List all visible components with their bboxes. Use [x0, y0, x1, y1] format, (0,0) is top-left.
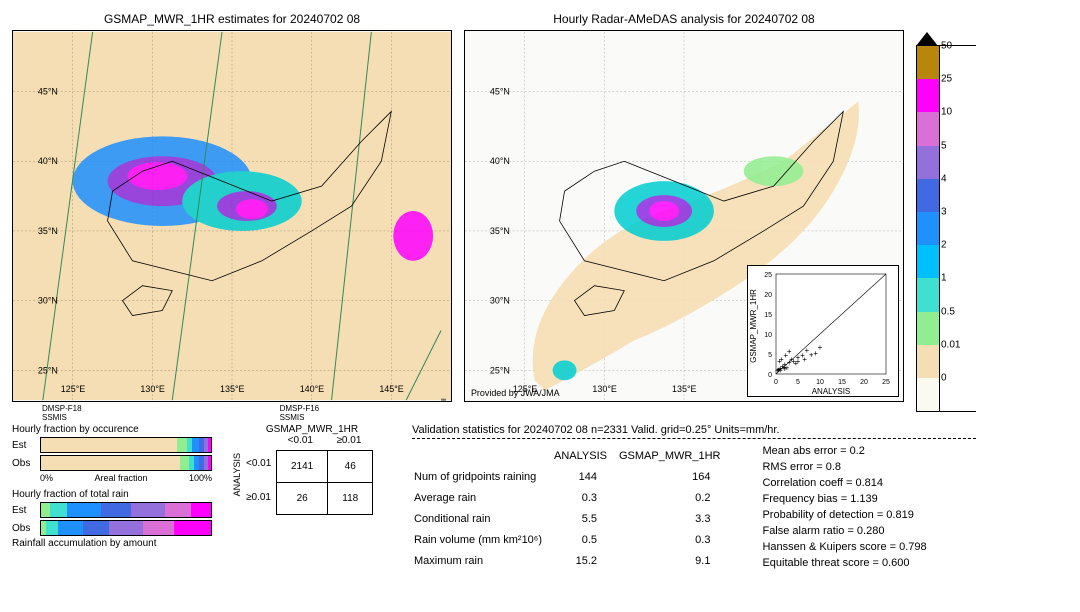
gsmap-map-panel: GSMAP_MWR_1HR estimates for 20240702 08 [12, 12, 452, 412]
svg-text:+: + [802, 355, 807, 364]
svg-text:ANALYSIS: ANALYSIS [812, 387, 851, 396]
contingency-panel: GSMAP_MWR_1HR ANALYSIS <0.01 ≥0.01 <0.01… [232, 424, 392, 573]
svg-text:25°N: 25°N [490, 365, 510, 375]
svg-text:35°N: 35°N [490, 226, 510, 236]
validation-table: ANALYSIS GSMAP_MWR_1HR Num of gridpoints… [412, 445, 732, 573]
svg-text:+: + [782, 365, 787, 374]
svg-text:35°N: 35°N [38, 226, 58, 236]
gsmap-map: 25°N 30°N 35°N 40°N 45°N 125°E 130°E 135°E 140°… [12, 30, 452, 402]
svg-text:10: 10 [816, 379, 824, 386]
svg-text:+: + [787, 347, 792, 356]
svg-text:25°N: 25°N [38, 365, 58, 375]
validation-panel: Validation statistics for 20240702 08 n=… [412, 424, 976, 573]
radar-map: 25°N30°N35°N40°N45°N 125°E130°E135°E Pro… [464, 30, 904, 402]
radar-map-panel: Hourly Radar-AMeDAS analysis for 2024070… [464, 12, 904, 412]
svg-text:GPM-Core GMI: GPM-Core GMI [441, 398, 448, 401]
validation-title: Validation statistics for 20240702 08 n=… [412, 424, 976, 439]
scatter-inset: ++++++++++++++++++++++++++ 0510152025 05… [747, 265, 899, 397]
svg-text:135°E: 135°E [220, 384, 244, 394]
svg-text:145°E: 145°E [379, 384, 403, 394]
colorbar: 502510543210.50.010 [916, 32, 976, 412]
gsmap-map-title: GSMAP_MWR_1HR estimates for 20240702 08 [12, 12, 452, 26]
svg-text:135°E: 135°E [672, 384, 696, 394]
svg-text:+: + [818, 343, 823, 352]
svg-text:Provided by JWA/JMA: Provided by JWA/JMA [471, 388, 560, 398]
svg-text:20: 20 [764, 292, 772, 299]
svg-text:15: 15 [764, 312, 772, 319]
svg-text:130°E: 130°E [140, 384, 164, 394]
contingency-table: 214146 26118 [276, 450, 373, 515]
radar-map-title: Hourly Radar-AMeDAS analysis for 2024070… [464, 12, 904, 26]
svg-text:45°N: 45°N [38, 87, 58, 97]
svg-text:140°E: 140°E [300, 384, 324, 394]
svg-text:30°N: 30°N [490, 296, 510, 306]
scores-list: Mean abs error = 0.2RMS error = 0.8Corre… [762, 445, 926, 573]
svg-text:10: 10 [764, 332, 772, 339]
svg-text:130°E: 130°E [592, 384, 616, 394]
svg-text:5: 5 [768, 352, 772, 359]
svg-text:20: 20 [860, 379, 868, 386]
svg-text:40°N: 40°N [38, 156, 58, 166]
svg-text:125°E: 125°E [61, 384, 85, 394]
svg-text:25: 25 [882, 379, 890, 386]
totalrain-title: Hourly fraction of total rain [12, 489, 212, 500]
fraction-panel: Hourly fraction by occurence Est Obs 0% … [12, 424, 212, 573]
svg-text:45°N: 45°N [490, 87, 510, 97]
svg-text:15: 15 [838, 379, 846, 386]
svg-text:GSMAP_MWR_1HR: GSMAP_MWR_1HR [749, 289, 758, 363]
svg-text:0: 0 [768, 372, 772, 379]
occurrence-title: Hourly fraction by occurence [12, 424, 212, 435]
svg-text:40°N: 40°N [490, 156, 510, 166]
svg-text:30°N: 30°N [38, 296, 58, 306]
svg-text:0: 0 [774, 379, 778, 386]
svg-text:+: + [796, 357, 801, 366]
svg-text:25: 25 [764, 272, 772, 279]
svg-text:5: 5 [796, 379, 800, 386]
